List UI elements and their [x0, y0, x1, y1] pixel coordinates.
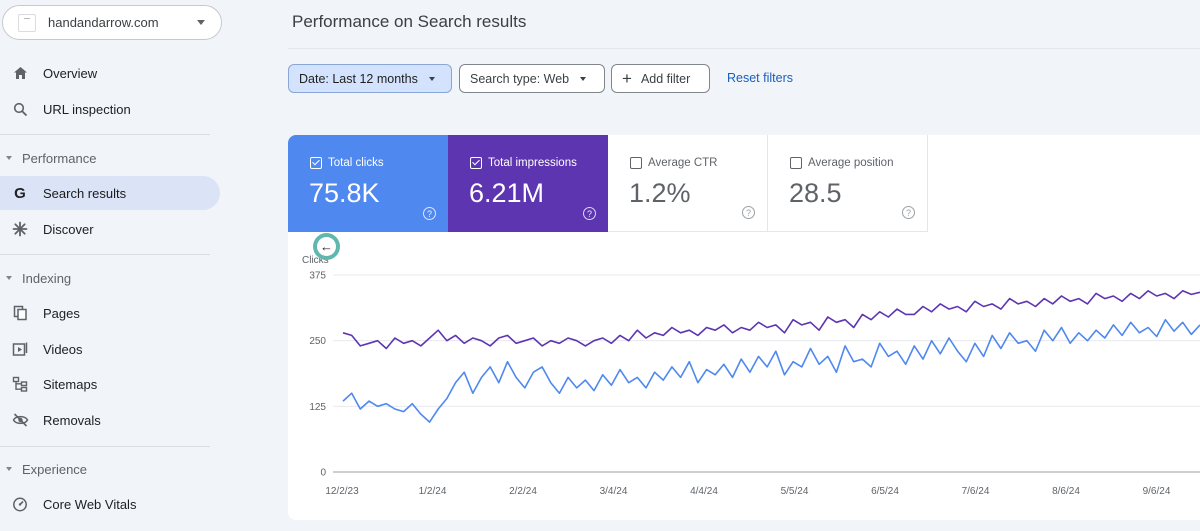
- metric-average-ctr[interactable]: Average CTR 1.2% ?: [608, 135, 768, 232]
- eye-off-icon: [11, 411, 29, 429]
- google-g-icon: G: [14, 184, 26, 202]
- sidebar-item-url-inspection[interactable]: URL inspection: [0, 92, 220, 126]
- x-tick-label: 5/5/24: [781, 486, 809, 497]
- metric-value: 28.5: [789, 178, 842, 208]
- property-name: handandarrow.com: [48, 15, 159, 30]
- sidebar-item-search-results[interactable]: G Search results: [0, 176, 220, 210]
- help-icon[interactable]: ?: [583, 207, 596, 220]
- reset-filters-link[interactable]: Reset filters: [727, 71, 793, 85]
- dropdown-arrow-icon: [428, 76, 435, 81]
- video-icon: [11, 340, 29, 358]
- metric-value: 75.8K: [309, 178, 380, 208]
- metric-total-impressions[interactable]: Total impressions 6.21M ?: [448, 135, 608, 232]
- dropdown-arrow-icon: [580, 76, 587, 81]
- date-filter-chip[interactable]: Date: Last 12 months: [288, 64, 452, 93]
- asterisk-icon: [11, 220, 29, 238]
- help-icon[interactable]: ?: [423, 207, 436, 220]
- help-icon[interactable]: ?: [742, 206, 755, 219]
- x-tick-label: 7/6/24: [962, 486, 990, 497]
- metric-average-position[interactable]: Average position 28.5 ?: [768, 135, 928, 232]
- back-button[interactable]: ←: [313, 233, 340, 260]
- y-tick-label: 250: [309, 336, 326, 347]
- search-icon: [11, 100, 29, 118]
- sitemap-icon: [11, 375, 29, 393]
- x-tick-label: 3/4/24: [600, 486, 628, 497]
- checkbox-unchecked-icon[interactable]: [630, 157, 642, 169]
- sidebar-item-label: URL inspection: [43, 101, 131, 117]
- metric-total-clicks[interactable]: Total clicks 75.8K ?: [288, 135, 448, 232]
- sidebar-item-pages[interactable]: Pages: [0, 296, 220, 330]
- search-type-chip[interactable]: Search type: Web: [459, 64, 605, 93]
- x-tick-label: 2/2/24: [509, 486, 537, 497]
- sidebar-item-removals[interactable]: Removals: [0, 403, 220, 437]
- section-title: Experience: [22, 461, 88, 477]
- metric-value: 1.2%: [629, 178, 691, 208]
- site-favicon-icon: [18, 13, 36, 32]
- plus-icon: +: [622, 69, 632, 88]
- section-experience[interactable]: Experience: [0, 457, 220, 481]
- y-tick-label: 375: [309, 271, 326, 282]
- add-filter-label: Add filter: [640, 71, 691, 86]
- date-filter-label: Date: Last 12 months: [299, 71, 418, 86]
- clicks-series-line: [342, 318, 1200, 423]
- section-indexing[interactable]: Indexing: [0, 266, 220, 290]
- sidebar-divider: [0, 134, 210, 135]
- collapse-triangle-icon: [6, 276, 12, 280]
- section-performance[interactable]: Performance: [0, 146, 220, 170]
- x-tick-label: 4/4/24: [690, 486, 718, 497]
- chevron-down-icon: [197, 20, 205, 25]
- sidebar-item-overview[interactable]: Overview: [0, 56, 220, 90]
- sidebar-item-label: Sitemaps: [43, 376, 98, 392]
- x-tick-label: 12/2/23: [325, 486, 359, 497]
- section-title: Performance: [22, 150, 97, 166]
- sidebar: handandarrow.com Overview URL inspection…: [0, 0, 232, 531]
- performance-chart: Clicks 375 250 125 0 12/2/23 1/2/24 2/2/24 3/4/2…: [302, 255, 1200, 497]
- arrow-left-icon: ←: [317, 237, 336, 256]
- property-selector[interactable]: handandarrow.com: [2, 5, 222, 40]
- sidebar-item-videos[interactable]: Videos: [0, 332, 220, 366]
- checkbox-checked-icon[interactable]: [310, 157, 322, 169]
- y-tick-label: 125: [309, 402, 326, 413]
- sidebar-item-sitemaps[interactable]: Sitemaps: [0, 367, 220, 401]
- metric-label: Average position: [808, 157, 894, 169]
- sidebar-item-label: Search results: [43, 185, 127, 201]
- section-title: Indexing: [22, 270, 72, 286]
- impressions-series-line: [342, 289, 1200, 350]
- metric-label: Total impressions: [488, 157, 577, 169]
- y-tick-label: 0: [320, 468, 326, 479]
- sidebar-item-label: Pages: [43, 305, 80, 321]
- metric-value: 6.21M: [469, 178, 545, 208]
- add-filter-button[interactable]: + Add filter: [611, 64, 710, 93]
- collapse-triangle-icon: [6, 156, 12, 160]
- sidebar-divider: [0, 254, 210, 255]
- header-divider: [288, 48, 1200, 49]
- y-axis-label: Clicks: [302, 255, 329, 266]
- sidebar-item-discover[interactable]: Discover: [0, 212, 220, 246]
- sidebar-item-core-web-vitals[interactable]: Core Web Vitals: [0, 487, 220, 521]
- metric-label: Average CTR: [648, 157, 718, 169]
- sidebar-item-label: Videos: [43, 341, 83, 357]
- page-title: Performance on Search results: [292, 12, 527, 31]
- sidebar-item-label: Removals: [43, 412, 101, 428]
- search-type-label: Search type: Web: [470, 71, 570, 86]
- x-tick-label: 8/6/24: [1052, 486, 1080, 497]
- x-tick-label: 6/5/24: [871, 486, 899, 497]
- sidebar-item-label: Overview: [43, 65, 98, 81]
- sidebar-item-label: Discover: [43, 221, 94, 237]
- sidebar-divider: [0, 446, 210, 447]
- home-icon: [11, 64, 29, 82]
- x-tick-label: 9/6/24: [1143, 486, 1171, 497]
- gauge-icon: [11, 495, 29, 513]
- collapse-triangle-icon: [6, 467, 12, 471]
- sidebar-item-label: Core Web Vitals: [43, 496, 137, 512]
- help-icon[interactable]: ?: [902, 206, 915, 219]
- checkbox-unchecked-icon[interactable]: [790, 157, 802, 169]
- metric-label: Total clicks: [328, 157, 384, 169]
- pages-icon: [11, 304, 29, 322]
- checkbox-checked-icon[interactable]: [470, 157, 482, 169]
- x-tick-label: 1/2/24: [419, 486, 447, 497]
